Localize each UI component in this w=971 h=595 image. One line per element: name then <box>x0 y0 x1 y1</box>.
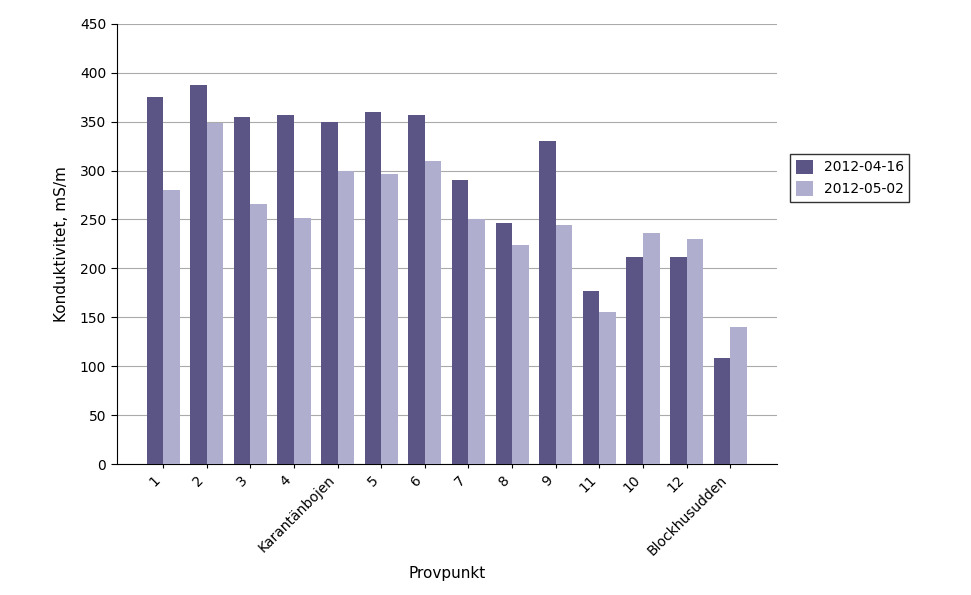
Bar <box>626 256 643 464</box>
Bar <box>234 117 251 464</box>
Bar <box>321 121 338 464</box>
Bar <box>468 220 486 464</box>
Bar <box>425 161 442 464</box>
Bar <box>207 123 223 464</box>
Bar <box>147 97 163 464</box>
X-axis label: Provpunkt: Provpunkt <box>408 566 486 581</box>
Bar <box>452 180 468 464</box>
Bar <box>599 312 616 464</box>
Bar <box>643 233 659 464</box>
Bar <box>539 141 555 464</box>
Bar <box>408 115 425 464</box>
Bar <box>730 327 747 464</box>
Bar <box>382 174 398 464</box>
Bar <box>365 112 382 464</box>
Bar <box>670 256 686 464</box>
Bar <box>555 226 572 464</box>
Y-axis label: Konduktivitet, mS/m: Konduktivitet, mS/m <box>53 166 69 322</box>
Bar <box>583 291 599 464</box>
Bar <box>495 223 512 464</box>
Bar <box>338 171 354 464</box>
Bar <box>512 245 528 464</box>
Bar <box>278 115 294 464</box>
Bar <box>714 358 730 464</box>
Bar <box>190 86 207 464</box>
Bar <box>251 204 267 464</box>
Legend: 2012-04-16, 2012-05-02: 2012-04-16, 2012-05-02 <box>790 154 910 202</box>
Bar <box>294 218 311 464</box>
Bar <box>686 239 703 464</box>
Bar <box>163 190 180 464</box>
